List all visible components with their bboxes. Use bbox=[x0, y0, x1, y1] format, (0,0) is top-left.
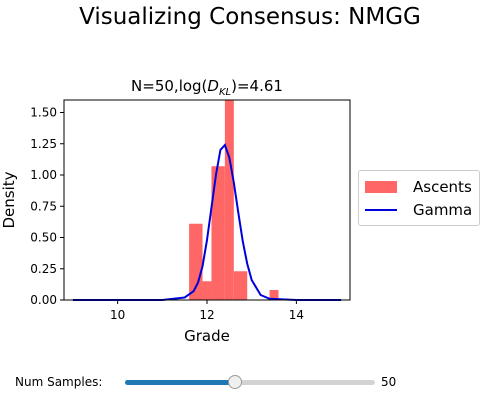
figure-title: Visualizing Consensus: NMGG bbox=[79, 4, 421, 30]
histogram-bar-2 bbox=[211, 166, 225, 300]
gamma-curve-line bbox=[72, 143, 342, 301]
y-axis-label: Density bbox=[0, 171, 18, 228]
legend: Ascents Gamma bbox=[358, 170, 480, 226]
histogram-bar-5 bbox=[269, 290, 279, 300]
x-tick-label-10: 10 bbox=[110, 308, 125, 322]
y-tick-label-6: 1.50 bbox=[30, 106, 57, 120]
legend-ascents-label: Ascents bbox=[413, 178, 472, 196]
legend-ascents-swatch bbox=[365, 181, 397, 193]
plot-title: N=50,log(DKL)=4.61 bbox=[131, 77, 283, 98]
histogram-bar-3 bbox=[224, 100, 234, 300]
num-samples-label: Num Samples: bbox=[15, 375, 103, 389]
x-tick-label-12: 12 bbox=[199, 308, 214, 322]
slider-fill bbox=[125, 380, 235, 385]
slider-handle[interactable] bbox=[228, 375, 242, 389]
legend-gamma-label: Gamma bbox=[413, 201, 473, 219]
num-samples-slider[interactable] bbox=[125, 375, 375, 389]
y-tick-label-1: 0.25 bbox=[30, 262, 57, 276]
y-tick-label-5: 1.25 bbox=[30, 137, 57, 151]
legend-item-gamma: Gamma bbox=[365, 200, 472, 220]
x-tick-label-14: 14 bbox=[289, 308, 304, 322]
axis-ticks: 10 12 14 0.00 0.25 0.50 0.75 1.00 1.25 1.50 bbox=[30, 106, 304, 323]
histogram-bar-1 bbox=[202, 281, 212, 300]
y-tick-label-4: 1.00 bbox=[30, 168, 57, 182]
y-tick-label-2: 0.50 bbox=[30, 231, 57, 245]
y-tick-label-0: 0.00 bbox=[30, 293, 57, 307]
y-tick-label-3: 0.75 bbox=[30, 199, 57, 213]
plot-frame bbox=[63, 99, 351, 301]
legend-item-ascents: Ascents bbox=[365, 177, 472, 197]
x-axis-label: Grade bbox=[184, 327, 230, 345]
legend-gamma-line bbox=[365, 209, 397, 211]
num-samples-value: 50 bbox=[381, 375, 397, 389]
histogram-bar-4 bbox=[233, 271, 248, 300]
